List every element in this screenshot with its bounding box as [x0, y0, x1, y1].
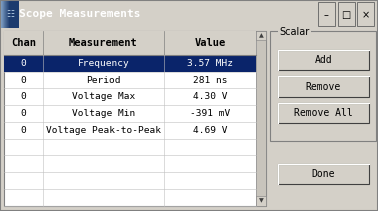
Text: □: □	[341, 10, 351, 20]
Bar	[5, 0, 15, 28]
Text: Scope Measurements: Scope Measurements	[19, 9, 140, 19]
Text: 0: 0	[20, 126, 26, 135]
Text: –: –	[324, 10, 329, 20]
Text: Voltage Peak-to-Peak: Voltage Peak-to-Peak	[46, 126, 161, 135]
Bar	[8, 0, 18, 28]
Bar	[7, 0, 17, 28]
Bar	[3, 0, 12, 28]
Text: Done: Done	[311, 169, 335, 179]
Text: Add: Add	[314, 55, 332, 65]
Bar	[256, 31, 266, 206]
Text: Chan: Chan	[11, 38, 36, 48]
Text: Scalar: Scalar	[280, 27, 310, 37]
Bar	[1, 0, 11, 28]
Bar	[6, 0, 15, 28]
Bar	[4, 55, 256, 72]
Text: 281 ns: 281 ns	[193, 76, 227, 84]
Bar	[8, 0, 18, 28]
Bar	[5, 0, 15, 28]
Bar	[0, 0, 10, 28]
Bar	[6, 0, 16, 28]
Bar	[6, 0, 16, 28]
Bar	[3, 0, 13, 28]
Bar	[5, 0, 15, 28]
Bar	[9, 0, 19, 28]
Bar	[9, 0, 19, 28]
Bar	[278, 77, 369, 96]
Bar	[3, 0, 13, 28]
Bar	[2, 0, 12, 28]
Bar	[4, 0, 14, 28]
Text: Measurement: Measurement	[69, 38, 138, 48]
Bar	[338, 2, 355, 26]
Bar	[357, 2, 374, 26]
Bar	[278, 103, 369, 123]
Bar	[8, 0, 17, 28]
Text: Voltage Min: Voltage Min	[72, 109, 135, 118]
Bar	[2, 0, 12, 28]
Bar	[4, 0, 14, 28]
Text: Period: Period	[86, 76, 121, 84]
Text: Value: Value	[194, 38, 226, 48]
Text: ×: ×	[362, 10, 370, 20]
Text: Voltage Max: Voltage Max	[72, 92, 135, 101]
Bar	[2, 0, 11, 28]
Bar	[4, 31, 256, 55]
Bar	[256, 196, 266, 206]
Text: 0: 0	[20, 109, 26, 118]
Bar	[278, 164, 369, 184]
Bar	[6, 0, 16, 28]
Bar	[6, 0, 16, 28]
Text: ▼: ▼	[259, 199, 263, 203]
Bar	[7, 0, 17, 28]
Text: ☷: ☷	[6, 10, 14, 19]
Bar	[3, 0, 13, 28]
Bar	[8, 0, 18, 28]
Text: ▲: ▲	[259, 33, 263, 38]
Bar	[7, 0, 17, 28]
Text: -391 mV: -391 mV	[190, 109, 230, 118]
Bar	[3, 0, 13, 28]
Text: Frequency: Frequency	[77, 59, 129, 68]
Bar	[2, 0, 11, 28]
Bar	[256, 31, 266, 40]
Text: 0: 0	[20, 92, 26, 101]
Bar	[4, 0, 14, 28]
Bar	[1, 0, 11, 28]
Bar	[0, 0, 10, 28]
Text: Remove: Remove	[305, 81, 341, 92]
Bar	[318, 2, 335, 26]
Bar	[5, 0, 15, 28]
Text: Remove All: Remove All	[294, 108, 353, 118]
Text: 3.57 MHz: 3.57 MHz	[187, 59, 233, 68]
Bar	[1, 0, 11, 28]
Bar	[270, 31, 376, 141]
Bar	[9, 0, 19, 28]
Text: 0: 0	[20, 76, 26, 84]
Text: 4.69 V: 4.69 V	[193, 126, 227, 135]
Text: 0: 0	[20, 59, 26, 68]
Bar	[278, 50, 369, 70]
Bar	[4, 31, 266, 206]
Text: 4.30 V: 4.30 V	[193, 92, 227, 101]
Bar	[8, 0, 18, 28]
Bar	[5, 0, 14, 28]
Bar	[0, 0, 10, 28]
Bar	[2, 0, 12, 28]
